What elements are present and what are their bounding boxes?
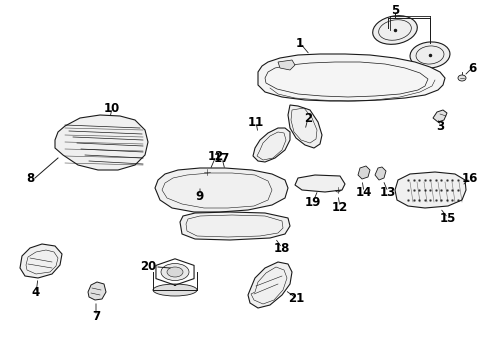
Ellipse shape xyxy=(167,267,183,277)
Polygon shape xyxy=(357,166,369,179)
Ellipse shape xyxy=(161,264,189,280)
Text: 14: 14 xyxy=(355,185,371,198)
Polygon shape xyxy=(247,262,291,308)
Polygon shape xyxy=(278,60,294,70)
Text: 5: 5 xyxy=(390,4,398,17)
Ellipse shape xyxy=(457,75,465,81)
Polygon shape xyxy=(294,175,345,192)
Text: 3: 3 xyxy=(435,120,443,132)
Polygon shape xyxy=(252,128,289,162)
Polygon shape xyxy=(155,168,287,212)
Polygon shape xyxy=(55,115,148,170)
Ellipse shape xyxy=(335,188,340,192)
Text: 11: 11 xyxy=(247,116,264,129)
Text: 19: 19 xyxy=(304,195,321,208)
Ellipse shape xyxy=(204,170,209,174)
Ellipse shape xyxy=(372,16,416,44)
Text: 17: 17 xyxy=(213,152,230,165)
Ellipse shape xyxy=(153,284,197,296)
Text: 6: 6 xyxy=(467,62,475,75)
Text: 7: 7 xyxy=(92,310,100,323)
Text: 1: 1 xyxy=(295,36,304,50)
Polygon shape xyxy=(432,110,446,122)
Text: 8: 8 xyxy=(26,171,34,185)
Text: 20: 20 xyxy=(140,261,156,274)
Polygon shape xyxy=(258,54,444,101)
Text: 12: 12 xyxy=(207,149,224,162)
Polygon shape xyxy=(88,282,106,300)
Polygon shape xyxy=(20,244,62,278)
Text: 15: 15 xyxy=(439,212,455,225)
Ellipse shape xyxy=(196,180,203,185)
Text: 9: 9 xyxy=(196,189,203,202)
Text: 16: 16 xyxy=(461,171,477,185)
Text: 4: 4 xyxy=(32,287,40,300)
Polygon shape xyxy=(180,212,289,240)
Text: 12: 12 xyxy=(331,201,347,213)
Text: 13: 13 xyxy=(379,185,395,198)
Text: 21: 21 xyxy=(287,292,304,305)
Text: 18: 18 xyxy=(273,242,289,255)
Polygon shape xyxy=(394,172,465,208)
Polygon shape xyxy=(374,167,385,180)
Text: 2: 2 xyxy=(304,112,311,125)
Text: 10: 10 xyxy=(103,102,120,114)
Polygon shape xyxy=(287,105,321,148)
Ellipse shape xyxy=(409,42,449,68)
